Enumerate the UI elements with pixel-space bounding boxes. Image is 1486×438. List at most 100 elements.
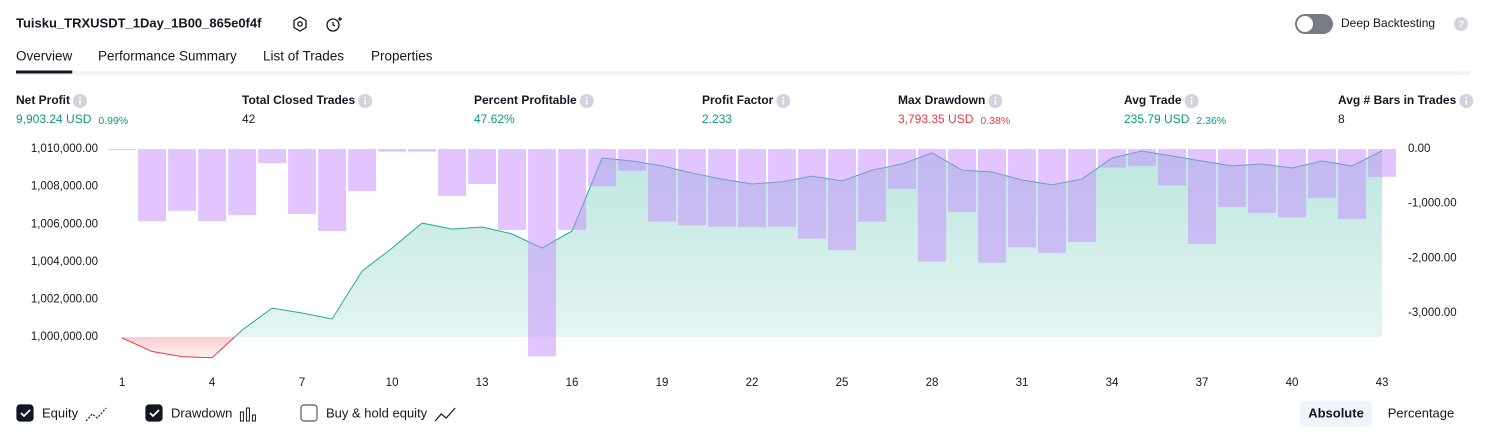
view-toggle[interactable]: Percentage	[1388, 405, 1455, 420]
stat-value: 9,903.24 USD	[16, 112, 92, 126]
drawdown-bar	[1368, 149, 1397, 177]
drawdown-bar	[1008, 149, 1037, 248]
x-tick-label: 31	[1016, 377, 1029, 389]
legend-label: Equity	[42, 405, 79, 420]
drawdown-bar	[468, 149, 497, 184]
drawdown-bar	[108, 149, 137, 151]
y-tick-label: 1,000,000.00	[31, 331, 98, 343]
drawdown-bar	[288, 149, 317, 215]
drawdown-bar	[948, 149, 977, 212]
svg-text:?: ?	[1458, 20, 1464, 31]
stat-label: Total Closed Trades	[242, 93, 355, 107]
stat-label: Percent Profitable	[474, 93, 577, 107]
info-icon[interactable]	[1184, 94, 1199, 108]
x-tick-label: 1	[119, 377, 125, 389]
legend-item[interactable]: Buy & hold equity	[300, 404, 456, 422]
drawdown-bar	[1068, 149, 1097, 242]
alert-icon[interactable]	[326, 17, 342, 32]
stat-percent: 0.99%	[98, 115, 128, 127]
toggle-active-bg	[1300, 401, 1372, 427]
stat-label: Avg Trade	[1124, 93, 1182, 107]
drawdown-bar	[588, 149, 617, 187]
drawdown-bar	[318, 149, 347, 231]
info-dot	[782, 96, 785, 99]
checkmark	[149, 409, 160, 418]
x-tick-label: 25	[836, 377, 849, 389]
drawdown-bar	[888, 149, 917, 189]
legend-icon	[434, 407, 456, 422]
info-dot	[364, 96, 367, 99]
y-tick-label: 1,002,000.00	[31, 293, 98, 305]
info-icon[interactable]	[358, 94, 373, 108]
drawdown-bar	[378, 149, 407, 152]
drawdown-bar	[168, 149, 197, 211]
tab[interactable]: Properties	[371, 49, 433, 64]
deep-backtesting-switch[interactable]	[1295, 14, 1333, 34]
y-tick-label: 1,004,000.00	[31, 256, 98, 268]
info-dot	[994, 96, 997, 99]
tab[interactable]: Overview	[16, 49, 73, 64]
info-dot	[1465, 96, 1468, 99]
stat-label: Profit Factor	[702, 93, 774, 107]
checkmark	[20, 409, 31, 418]
y-tick-label: 1,008,000.00	[31, 181, 98, 193]
stat-value: 42	[242, 112, 256, 126]
info-icon[interactable]	[579, 94, 594, 108]
info-dot	[1190, 96, 1193, 99]
legend-item[interactable]: Drawdown	[145, 404, 256, 422]
settings-icon[interactable]	[293, 16, 307, 32]
drawdown-bar	[498, 149, 527, 230]
drawdown-bar	[138, 149, 167, 222]
x-tick-label: 37	[1196, 377, 1209, 389]
info-icon[interactable]	[73, 94, 87, 108]
y-tick-label: 1,006,000.00	[31, 218, 98, 230]
x-tick-label: 22	[746, 377, 759, 389]
drawdown-bar	[438, 149, 467, 197]
stat-value: 3,793.35 USD	[898, 112, 974, 126]
drawdown-bar	[1338, 149, 1367, 219]
drawdown-bar	[978, 149, 1007, 263]
y2-tick-label: -1,000.00	[1408, 198, 1457, 210]
stat-label: Avg # Bars in Trades	[1338, 93, 1457, 107]
drawdown-bar	[228, 149, 257, 216]
drawdown-bar	[348, 149, 377, 192]
drawdown-bar	[528, 149, 557, 357]
drawdown-bar	[1218, 149, 1247, 207]
legend-icon	[85, 407, 107, 422]
drawdown-bar	[1278, 149, 1307, 218]
drawdown-bar	[198, 149, 227, 222]
drawdown-bar	[738, 149, 767, 228]
legend-item[interactable]: Equity	[16, 404, 107, 422]
tab[interactable]: List of Trades	[263, 49, 344, 64]
checkbox	[145, 404, 163, 422]
stat-label: Net Profit	[16, 93, 70, 107]
y2-tick-label: 0.00	[1408, 143, 1430, 155]
legend-label: Buy & hold equity	[326, 405, 428, 420]
drawdown-bar	[1248, 149, 1277, 213]
info-icon[interactable]	[988, 94, 1003, 108]
drawdown-bar	[1128, 149, 1157, 166]
legend-label: Drawdown	[171, 405, 232, 420]
tab[interactable]: Performance Summary	[98, 49, 237, 64]
view-toggle[interactable]: Absolute	[1308, 405, 1364, 420]
stat-value: 47.62%	[474, 112, 515, 126]
drawdown-bar	[618, 149, 647, 171]
y2-tick-label: -2,000.00	[1408, 252, 1457, 264]
help-icon[interactable]: ?	[1454, 17, 1468, 31]
drawdown-bar	[708, 149, 737, 227]
info-dot	[79, 96, 81, 99]
drawdown-bar	[1188, 149, 1217, 245]
drawdown-bar	[798, 149, 827, 239]
x-tick-label: 4	[209, 377, 216, 389]
x-tick-label: 16	[566, 377, 579, 389]
drawdown-bar	[828, 149, 857, 251]
checkbox	[16, 404, 34, 422]
equity-area	[122, 150, 1383, 358]
drawdown-bar	[1308, 149, 1337, 199]
drawdown-bar	[858, 149, 887, 222]
info-icon[interactable]	[776, 94, 791, 108]
legend-icon	[239, 407, 256, 422]
info-icon[interactable]	[1459, 94, 1474, 108]
